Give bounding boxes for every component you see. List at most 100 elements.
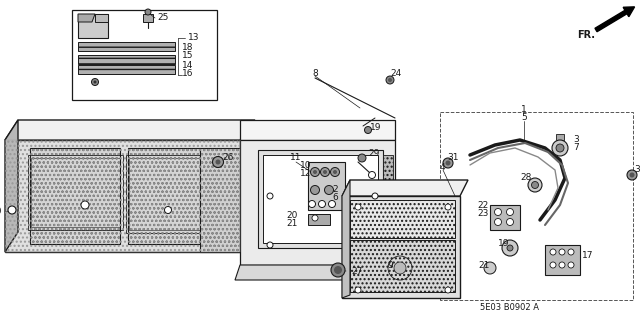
Polygon shape [200,148,240,252]
Circle shape [164,206,172,213]
Circle shape [93,80,97,84]
Bar [31,158,120,227]
Polygon shape [240,140,395,265]
Polygon shape [78,14,108,38]
Polygon shape [342,180,468,196]
Circle shape [550,249,556,255]
Polygon shape [545,245,580,275]
Text: 18: 18 [182,42,193,51]
Text: 22: 22 [477,201,488,210]
Text: 31: 31 [447,152,458,161]
Text: 1: 1 [521,106,527,115]
Circle shape [506,219,513,226]
Circle shape [310,186,319,195]
Text: 21: 21 [286,219,298,227]
Polygon shape [78,55,175,64]
Circle shape [331,263,345,277]
Circle shape [8,206,16,214]
Circle shape [319,201,326,207]
Text: 13: 13 [188,33,200,42]
Polygon shape [95,14,108,22]
Bar [258,150,383,248]
Circle shape [445,287,451,293]
Circle shape [550,262,556,268]
Polygon shape [490,205,520,230]
Polygon shape [5,140,240,252]
Polygon shape [30,148,120,244]
Circle shape [358,154,366,162]
Polygon shape [383,155,393,245]
Circle shape [627,170,637,180]
Text: 12: 12 [300,169,312,179]
Text: 5E03 B0902 A: 5E03 B0902 A [481,303,540,313]
Text: 29: 29 [368,149,380,158]
Circle shape [312,215,318,221]
Circle shape [394,262,406,274]
Polygon shape [143,14,153,22]
Text: 11: 11 [290,153,301,162]
Circle shape [365,127,371,133]
Bar [28,155,123,230]
Bar [263,155,378,243]
Circle shape [559,249,565,255]
Circle shape [507,245,513,251]
Text: 27: 27 [351,266,362,276]
Circle shape [445,160,451,166]
Text: 23: 23 [477,209,488,218]
Text: 6: 6 [332,194,338,203]
Polygon shape [240,120,395,140]
Circle shape [355,287,361,293]
Polygon shape [308,214,330,225]
Text: 19: 19 [498,239,509,248]
Polygon shape [342,180,350,298]
Polygon shape [5,120,18,252]
Circle shape [81,201,89,209]
Circle shape [372,193,378,199]
Circle shape [92,78,99,85]
Polygon shape [128,148,200,244]
Bar [129,158,200,230]
Circle shape [334,266,342,274]
Text: 9: 9 [387,262,393,271]
Circle shape [528,178,542,192]
Text: 4: 4 [440,164,445,173]
Text: 14: 14 [182,61,193,70]
Circle shape [333,170,337,174]
Text: FR.: FR. [577,30,595,40]
Circle shape [630,173,634,177]
Circle shape [324,186,333,195]
Circle shape [556,144,564,152]
Circle shape [443,158,453,168]
Text: 20: 20 [286,211,298,219]
Bar [72,10,217,100]
Polygon shape [78,65,175,74]
Text: 26: 26 [222,153,234,162]
Circle shape [313,170,317,174]
FancyArrow shape [595,7,635,32]
Text: 8: 8 [312,69,317,78]
Circle shape [445,204,451,210]
Polygon shape [5,120,255,140]
Circle shape [308,201,316,207]
Circle shape [216,160,221,165]
Circle shape [502,240,518,256]
Text: 10: 10 [300,161,312,170]
Text: 5: 5 [521,114,527,122]
Circle shape [323,170,327,174]
Text: 3: 3 [573,136,579,145]
Text: 15: 15 [182,51,193,61]
Circle shape [388,78,392,82]
Circle shape [355,204,361,210]
Circle shape [568,249,574,255]
Circle shape [506,209,513,216]
Bar [126,155,203,233]
Circle shape [484,262,496,274]
Polygon shape [342,196,460,298]
Text: 30: 30 [0,207,2,217]
Polygon shape [308,162,345,210]
Circle shape [267,242,273,248]
Circle shape [145,9,151,15]
Circle shape [568,262,574,268]
Text: 7: 7 [573,144,579,152]
Text: 31: 31 [634,166,640,174]
